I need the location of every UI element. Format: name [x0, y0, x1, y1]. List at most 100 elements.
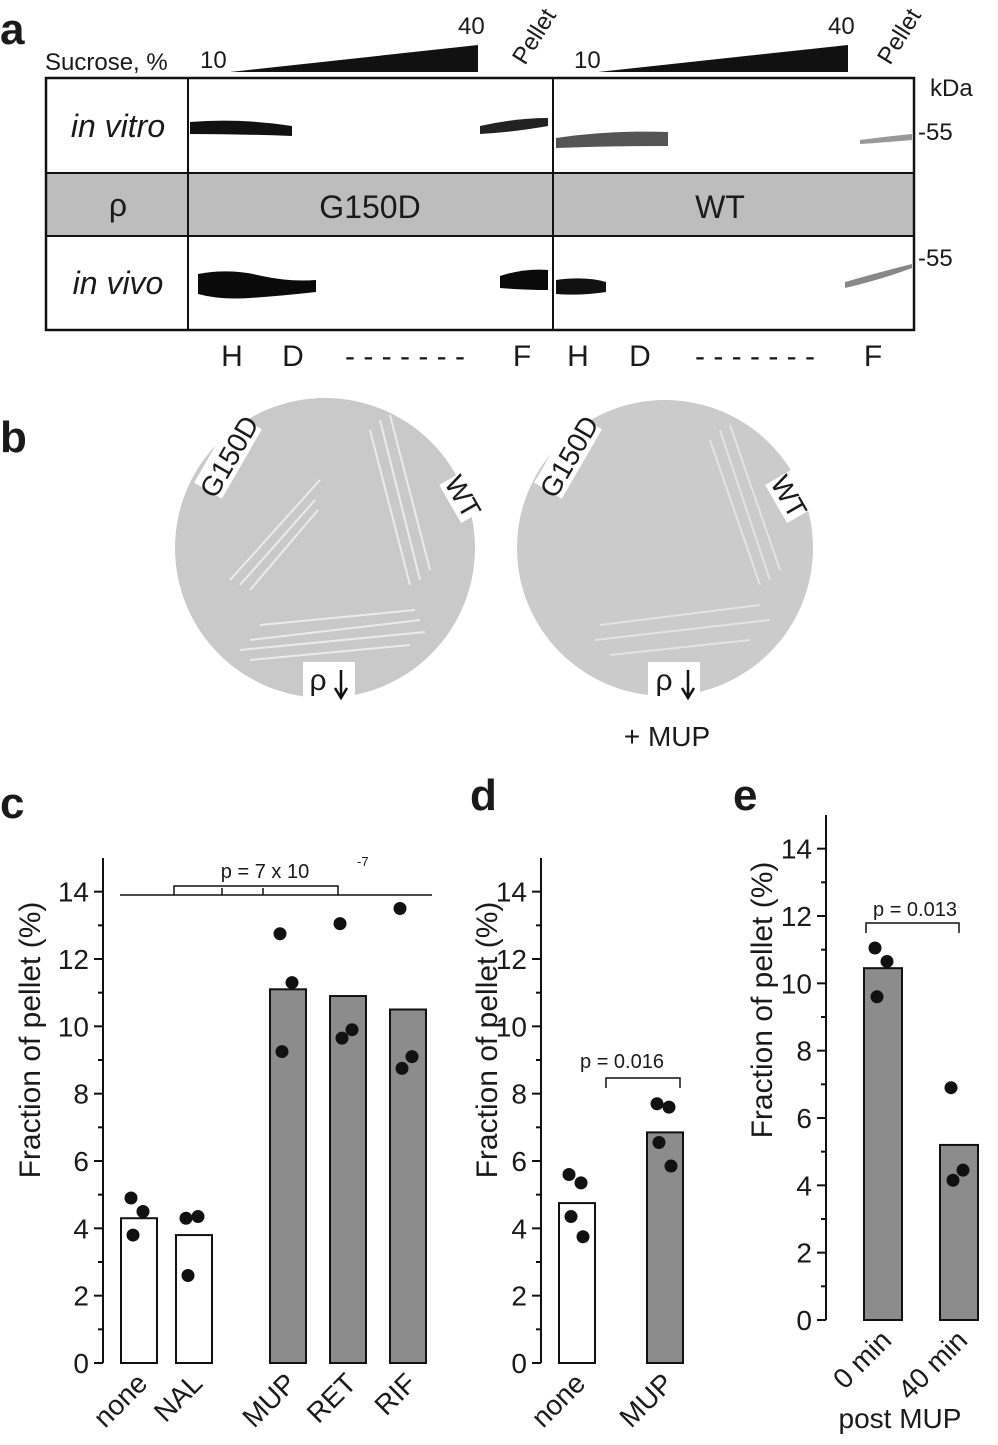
bar-chart: 0 2 4 6 8 10 12 14 Fraction of pellet (%) noneNAL…: [14, 854, 432, 1433]
blot-band: [860, 134, 912, 144]
gradient-high: 40: [458, 13, 485, 40]
y-tick-label: 2: [511, 1281, 527, 1312]
plate-label: ρ: [309, 664, 326, 697]
y-tick-label: 14: [781, 834, 812, 865]
y-tick-label: 8: [73, 1079, 89, 1110]
label-tag: [534, 413, 602, 499]
label-tag: [765, 468, 815, 524]
y-tick-label: 10: [58, 1011, 89, 1042]
bar: [558, 1202, 596, 1365]
blot-band: [556, 278, 606, 295]
data-point: [333, 917, 347, 931]
bar: [389, 1008, 427, 1364]
y-tick-label: 0: [73, 1348, 89, 1379]
y-tick-label: 6: [796, 1103, 812, 1134]
data-point: [273, 927, 287, 941]
x-tick-label: RET: [301, 1367, 363, 1429]
label-tag: [303, 662, 355, 700]
x-tick-label: none: [525, 1367, 591, 1433]
x-tick-label: 40 min: [892, 1324, 973, 1405]
data-point: [179, 1211, 193, 1225]
y-tick-label: 14: [58, 877, 89, 908]
fraction-label: F: [864, 340, 882, 373]
data-point: [870, 990, 884, 1004]
x-tick-label: RIF: [368, 1367, 422, 1421]
gradient-wedge: [230, 45, 478, 72]
fraction-label: H: [221, 340, 243, 373]
blot-band: [190, 120, 292, 136]
fraction-label: - - - - - - -: [695, 340, 815, 373]
p-value: p = 0.016: [580, 1051, 664, 1073]
strain-label: G150D: [319, 189, 420, 225]
strain-label: WT: [695, 189, 745, 225]
data-point: [405, 1050, 419, 1064]
panel-label: a: [0, 5, 25, 54]
y-axis-label: Fraction of pellet (%): [746, 862, 779, 1139]
x-tick-label: 0 min: [827, 1324, 897, 1394]
data-point: [275, 1045, 289, 1059]
sucrose-label: Sucrose, %: [45, 49, 168, 76]
data-point: [880, 954, 894, 968]
panel-label: c: [0, 779, 24, 828]
panel-label: b: [0, 413, 27, 462]
panel-label: d: [470, 771, 497, 820]
data-point: [650, 1097, 664, 1111]
y-tick-label: 4: [511, 1213, 527, 1244]
plate-note: + MUP: [624, 721, 710, 752]
y-tick-label: 0: [511, 1348, 527, 1379]
y-tick-label: 12: [496, 944, 527, 975]
gradient-wedge: [598, 45, 848, 72]
label-tag: [439, 468, 489, 524]
data-point: [395, 1061, 409, 1075]
gradient-low: 10: [200, 47, 227, 74]
label-tag: [194, 413, 262, 499]
x-axis-label: post MUP: [839, 1403, 962, 1434]
blot-band: [480, 118, 548, 134]
data-point: [576, 1230, 590, 1244]
x-tick-label: NAL: [148, 1367, 208, 1427]
fraction-label: - - - - - - -: [345, 340, 465, 373]
y-tick-label: 12: [58, 944, 89, 975]
blot-band: [500, 269, 548, 290]
y-tick-label: 6: [73, 1146, 89, 1177]
row-label: ρ: [109, 187, 127, 223]
marker-label: -55: [918, 245, 953, 272]
data-point: [944, 1081, 958, 1095]
marker-label: -55: [918, 119, 953, 146]
x-tick-label: MUP: [613, 1367, 679, 1433]
x-tick-label: none: [87, 1367, 153, 1433]
data-point: [652, 1135, 666, 1149]
kda-label: kDa: [930, 75, 973, 102]
data-point: [946, 1173, 960, 1187]
fraction-label: D: [282, 340, 304, 373]
data-point: [562, 1167, 576, 1181]
y-axis-label: Fraction of pellet (%): [471, 902, 504, 1179]
y-tick-label: 8: [511, 1079, 527, 1110]
y-tick-label: 0: [796, 1305, 812, 1336]
pellet-label: Pellet: [872, 4, 927, 70]
fraction-label: F: [513, 340, 531, 373]
p-value: p = 0.013: [873, 899, 957, 921]
data-point: [136, 1205, 150, 1218]
y-tick-label: 10: [781, 968, 812, 999]
row-label: in vitro: [71, 108, 165, 144]
row-label: in vivo: [73, 265, 164, 301]
plate: [517, 400, 813, 696]
p-value-exponent: -7: [357, 854, 369, 869]
y-tick-label: 8: [796, 1036, 812, 1067]
data-point: [574, 1176, 588, 1190]
blot-band: [845, 264, 912, 288]
pellet-label: Pellet: [507, 4, 562, 70]
significance-bracket: [120, 885, 432, 896]
strain-band: [46, 173, 914, 236]
blot-panel: Sucrose, % 10 40 Pellet 10 40 Pellet kDa…: [44, 4, 973, 373]
bar: [120, 1217, 158, 1364]
data-point: [345, 1023, 359, 1037]
data-point: [564, 1210, 578, 1224]
y-tick-label: 2: [796, 1238, 812, 1269]
data-point: [664, 1159, 678, 1173]
bar: [863, 967, 903, 1322]
blot-band: [556, 131, 668, 148]
gradient-low: 10: [574, 47, 601, 74]
